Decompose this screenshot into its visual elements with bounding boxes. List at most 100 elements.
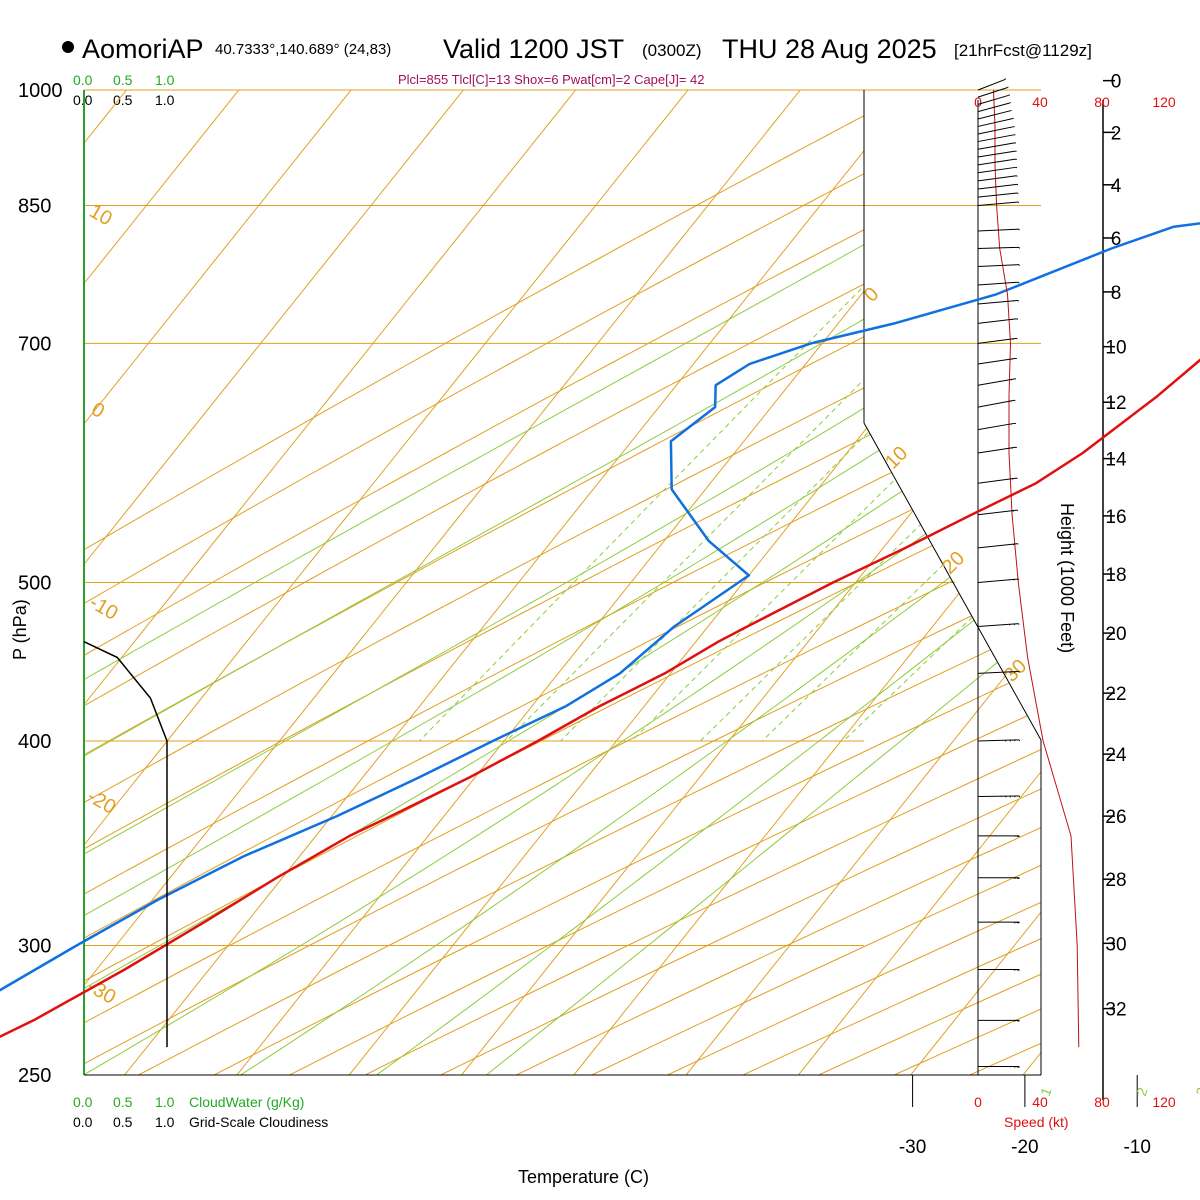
wind-barb-staff bbox=[977, 623, 1019, 627]
dry-adiabat-50 bbox=[84, 90, 1041, 1075]
wind-barb-720 bbox=[977, 318, 1019, 324]
pressure-tick-400: 400 bbox=[18, 731, 51, 753]
isotherm--50 bbox=[84, 90, 689, 1075]
isotherm-label-5: 0 bbox=[860, 283, 883, 306]
isotherm--40 bbox=[84, 90, 801, 1075]
wind-barb-staff bbox=[977, 264, 1020, 268]
height-axis-title: Height (1000 Feet) bbox=[1057, 503, 1077, 653]
wind-barb-910 bbox=[977, 150, 1017, 158]
cloud-bottom-black-0: 0.0 bbox=[73, 1114, 93, 1130]
forecast-run: [21hrFcst@1129z] bbox=[954, 41, 1092, 60]
wind-barb-staff bbox=[977, 477, 1017, 484]
station-coords: 40.7333°,140.689° (24,83) bbox=[215, 41, 391, 58]
wind-barb-pennant bbox=[1013, 1020, 1020, 1022]
wind-barb-400 bbox=[977, 739, 1020, 742]
dry-adiabat-40 bbox=[84, 90, 1041, 1075]
wind-barb-staff bbox=[977, 228, 1020, 232]
wind-barb-staff bbox=[977, 670, 1020, 674]
moist-adiabat-0 bbox=[84, 90, 1041, 1075]
wind-barb-staff bbox=[977, 94, 1009, 105]
wind-barb-990 bbox=[977, 86, 1009, 98]
mixing-ratio-2 bbox=[506, 90, 1041, 742]
wind-barb-staff bbox=[977, 110, 1011, 120]
cloud-top-black-1: 0.5 bbox=[113, 92, 133, 108]
cloud-top-green-1: 0.5 bbox=[113, 72, 133, 88]
speed-tick-top-120: 120 bbox=[1152, 94, 1176, 110]
wind-barb-staff bbox=[977, 578, 1019, 583]
dry-adiabat-10 bbox=[84, 90, 1041, 1075]
wind-barb-staff bbox=[977, 142, 1015, 150]
wind-barb-flag bbox=[1016, 337, 1018, 340]
isotherm--20 bbox=[189, 90, 1026, 1075]
wind-barbs bbox=[977, 78, 1020, 1068]
station-marker-icon bbox=[62, 41, 74, 53]
moist-adiabat-40 bbox=[486, 90, 1041, 1075]
wind-barb-940 bbox=[977, 126, 1015, 135]
wind-barb-flag bbox=[1016, 183, 1019, 186]
isotherm-label-1: 0 bbox=[88, 398, 109, 423]
dry-adiabat-70 bbox=[84, 90, 1041, 1075]
wind-barb-740 bbox=[977, 299, 1020, 305]
dry-adiabat-30 bbox=[84, 90, 1041, 1075]
wind-barb-680 bbox=[977, 357, 1017, 365]
wind-barb-staff bbox=[977, 183, 1017, 190]
isotherm-label-6: 10 bbox=[881, 442, 912, 473]
plot-frame bbox=[83, 79, 1138, 1107]
wind-barb-staff bbox=[977, 134, 1014, 143]
wind-barb-850 bbox=[977, 201, 1020, 206]
wind-barb-930 bbox=[977, 134, 1016, 143]
dry-adiabat-140 bbox=[456, 90, 1041, 1075]
height-tick-4: 4 bbox=[1111, 176, 1122, 197]
y-axis-title: P (hPa) bbox=[10, 599, 30, 660]
cloudwater-label: CloudWater (g/Kg) bbox=[189, 1094, 304, 1110]
wind-barb-700 bbox=[977, 337, 1018, 344]
wind-barb-920 bbox=[977, 142, 1017, 150]
wind-barb-staff bbox=[977, 175, 1017, 182]
wind-barb-500 bbox=[977, 578, 1020, 583]
height-tick-22: 22 bbox=[1105, 684, 1126, 705]
mixing-ratio-20 bbox=[843, 90, 1041, 742]
wind-barb-flag bbox=[1011, 338, 1014, 340]
wind-barb-800 bbox=[977, 246, 1020, 250]
wind-barb-620 bbox=[977, 422, 1017, 431]
wind-barb-staff bbox=[977, 158, 1016, 166]
height-tick-10: 10 bbox=[1105, 338, 1126, 359]
wind-barb-575 bbox=[977, 477, 1018, 484]
wind-barb-half bbox=[1004, 78, 1007, 81]
wind-barb-staff bbox=[977, 739, 1020, 742]
isotherm-10 bbox=[526, 90, 1041, 1075]
wind-barb-470 bbox=[977, 623, 1020, 627]
isotherm-label-4: -30 bbox=[84, 975, 120, 1009]
wind-barb-980 bbox=[977, 94, 1011, 105]
wind-barb-staff bbox=[977, 79, 1005, 91]
wind-barb-flag bbox=[1016, 509, 1019, 512]
pressure-tick-1000: 1000 bbox=[18, 80, 63, 102]
wind-barb-staff bbox=[977, 446, 1016, 454]
wind-barb-flag bbox=[1018, 281, 1020, 284]
wind-barb-flag bbox=[1017, 543, 1019, 545]
wind-barb-flag bbox=[1013, 579, 1015, 581]
wind-barb-890 bbox=[977, 166, 1018, 174]
dry-adiabat--10 bbox=[84, 90, 1041, 1075]
moist-adiabat-25 bbox=[84, 90, 1041, 1075]
cloudiness-line bbox=[83, 641, 168, 1048]
height-tick-18: 18 bbox=[1105, 565, 1126, 586]
wind-barb-flag bbox=[1017, 201, 1020, 204]
temp-tick--30: -30 bbox=[899, 1137, 926, 1158]
wind-barb-330 bbox=[978, 877, 1020, 880]
dry-adiabat--30 bbox=[84, 90, 979, 1075]
wind-barb-270 bbox=[978, 1019, 1020, 1022]
wind-barb-290 bbox=[978, 969, 1020, 971]
wind-barb-flag bbox=[1011, 478, 1014, 480]
wind-barb-flag bbox=[1013, 623, 1016, 626]
valid-utc: (0300Z) bbox=[642, 41, 702, 60]
wind-barb-310 bbox=[978, 921, 1020, 924]
moist-adiabat-30 bbox=[240, 90, 1041, 1075]
wind-barb-staff bbox=[977, 543, 1018, 549]
wind-barb-760 bbox=[977, 281, 1020, 286]
speed-tick-top-80: 80 bbox=[1094, 94, 1110, 110]
isotherm-30 bbox=[750, 90, 1041, 1075]
height-tick-32: 32 bbox=[1105, 1000, 1126, 1021]
mixing-ratio-label-2: 2 bbox=[1133, 1085, 1151, 1098]
